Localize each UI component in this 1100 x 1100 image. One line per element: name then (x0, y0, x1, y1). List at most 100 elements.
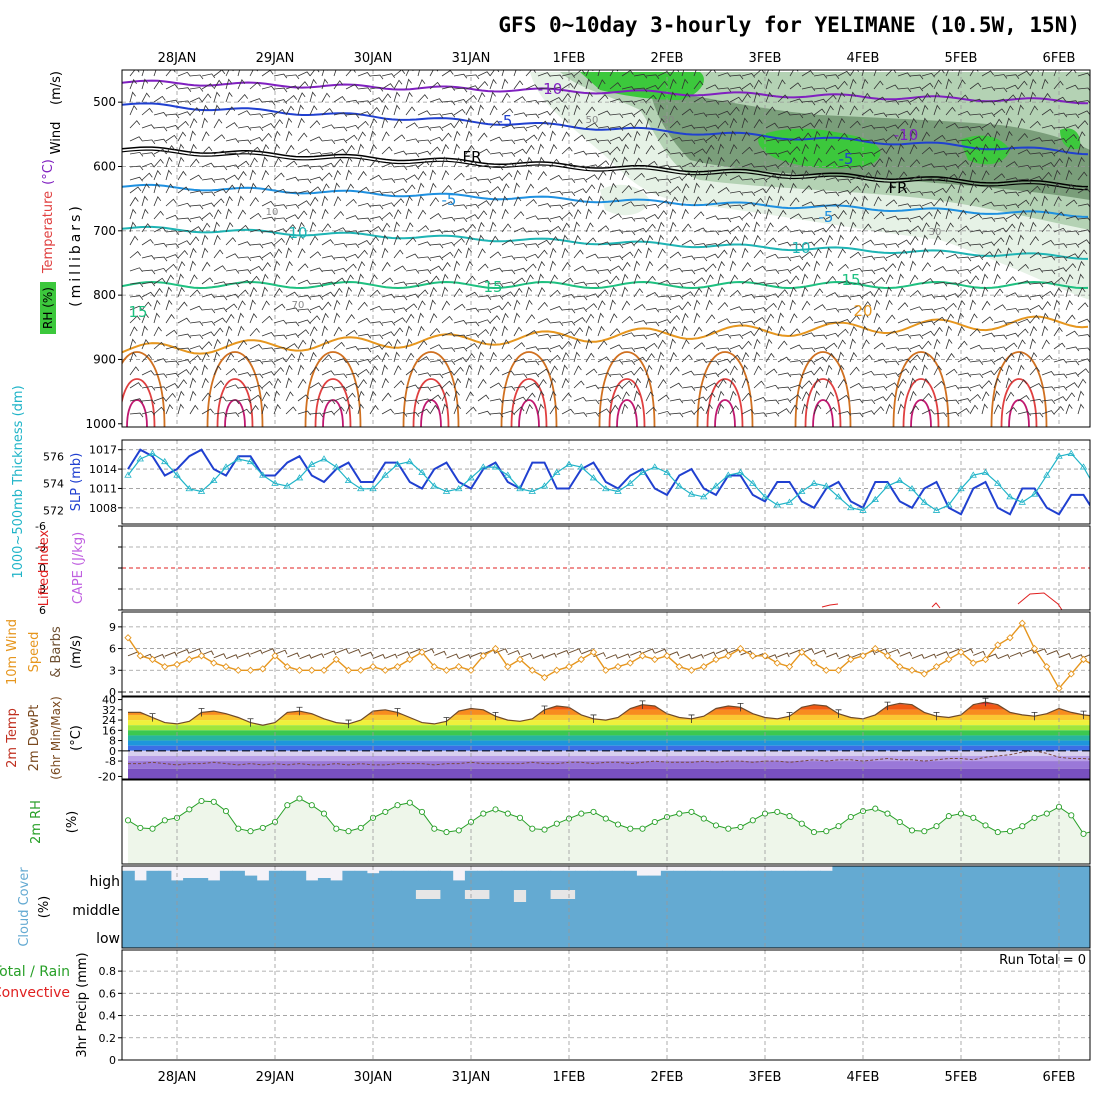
wind-barb (237, 398, 252, 404)
wind-barb (297, 329, 310, 337)
wind-barb (729, 405, 740, 415)
wind-barb (837, 221, 845, 233)
wind-barb (165, 254, 179, 259)
cloud-bar (881, 920, 895, 948)
wind-speed-marker (834, 666, 843, 674)
wind-barb (189, 345, 203, 351)
wind-barb (357, 273, 364, 285)
wind-barb (261, 169, 270, 181)
wind-barb (333, 182, 340, 194)
date-label-bottom: 1FEB (553, 1070, 586, 1085)
wind-barb (777, 160, 790, 168)
cloud-bar-gap (550, 890, 564, 899)
wind-barb (765, 91, 773, 103)
wind-barb (789, 328, 801, 337)
wind-barb (345, 144, 355, 155)
wind-barb (729, 365, 738, 376)
wind-barb (885, 215, 899, 221)
wind-barb (537, 131, 546, 142)
wind-barb (1017, 234, 1025, 246)
wind-barb (921, 340, 932, 350)
cloud-bar (501, 890, 515, 920)
wind-barb (177, 229, 192, 235)
wind-barb (789, 299, 796, 311)
wind-barb (501, 208, 509, 220)
ylabel-temperature-units: (°C) (41, 159, 56, 185)
upper-frame (121, 69, 1091, 428)
wind-speed-marker (651, 655, 659, 664)
wind-barb (753, 380, 765, 389)
thickness-marker (981, 468, 990, 475)
wind-barb (633, 98, 647, 104)
cloud-bar (807, 920, 821, 948)
wind-barb (813, 248, 822, 259)
wind-barb (201, 202, 215, 208)
cloud-bar (562, 920, 576, 948)
wind-barb (513, 227, 527, 233)
wind-barb (981, 241, 995, 247)
wind-barb (237, 340, 248, 350)
wind-barb (993, 273, 1001, 285)
wind-barb (633, 303, 646, 311)
wind-barb (525, 124, 539, 130)
wind-barb (681, 223, 692, 233)
wind-barb (189, 289, 201, 298)
cloud-bar (575, 920, 588, 948)
wind-barb (249, 243, 264, 249)
cloud-bar (440, 920, 454, 948)
wind-barb (561, 352, 570, 363)
wind-barb (345, 183, 355, 194)
wind-barb (273, 366, 285, 376)
wind-barb (441, 261, 451, 272)
wind-barb (705, 243, 720, 248)
wind-barb (621, 216, 636, 222)
cloud-bar (1016, 920, 1029, 948)
wind-barb (1005, 74, 1020, 79)
wind-barb (753, 79, 763, 90)
wind-barb (561, 392, 572, 402)
wind-speed-marker (540, 673, 549, 682)
wind-barb (717, 368, 730, 376)
wind-barb (669, 326, 678, 337)
contour-label: -5 (839, 150, 854, 168)
wind-barb (933, 234, 942, 246)
rh2m-marker (529, 825, 536, 832)
wind-barb (537, 217, 552, 223)
wind-barb (717, 378, 727, 389)
wind-speed-marker (148, 655, 157, 664)
wind-barb (1005, 84, 1019, 90)
wind-barb (1017, 280, 1031, 285)
wind-barb (213, 317, 226, 324)
wind-barb (441, 201, 455, 207)
thickness-marker (161, 457, 169, 465)
wind-barb (609, 82, 622, 90)
wind-barb (129, 136, 143, 142)
wind-barb (561, 377, 570, 389)
wind-barb (945, 70, 954, 77)
thickness-marker (614, 487, 622, 494)
wind-barb (921, 131, 931, 142)
wind-barb (141, 370, 155, 376)
wind-barb (813, 366, 824, 376)
wind-barb (717, 333, 732, 339)
wind-barb (969, 384, 983, 390)
wind-barb (801, 185, 813, 194)
wind-barb (249, 126, 264, 132)
wind-barb (1077, 378, 1087, 389)
wind-barb (873, 326, 883, 337)
wind-barb (417, 182, 425, 194)
wind-barb (561, 73, 576, 78)
wind-speed-marker (210, 659, 218, 667)
wind-barb (273, 303, 286, 311)
wind-barb (1029, 382, 1043, 389)
wind-barb (297, 190, 312, 196)
wind-barb (1065, 144, 1075, 155)
cloud-bar (317, 890, 331, 920)
wind-barb-10m (458, 654, 472, 660)
wind-barb (381, 104, 389, 116)
wind-barb (801, 286, 809, 298)
wind-barb (537, 249, 548, 259)
wind-barb (621, 170, 630, 181)
wind-barb (957, 241, 971, 247)
date-label-bottom: 4FEB (847, 1070, 880, 1085)
